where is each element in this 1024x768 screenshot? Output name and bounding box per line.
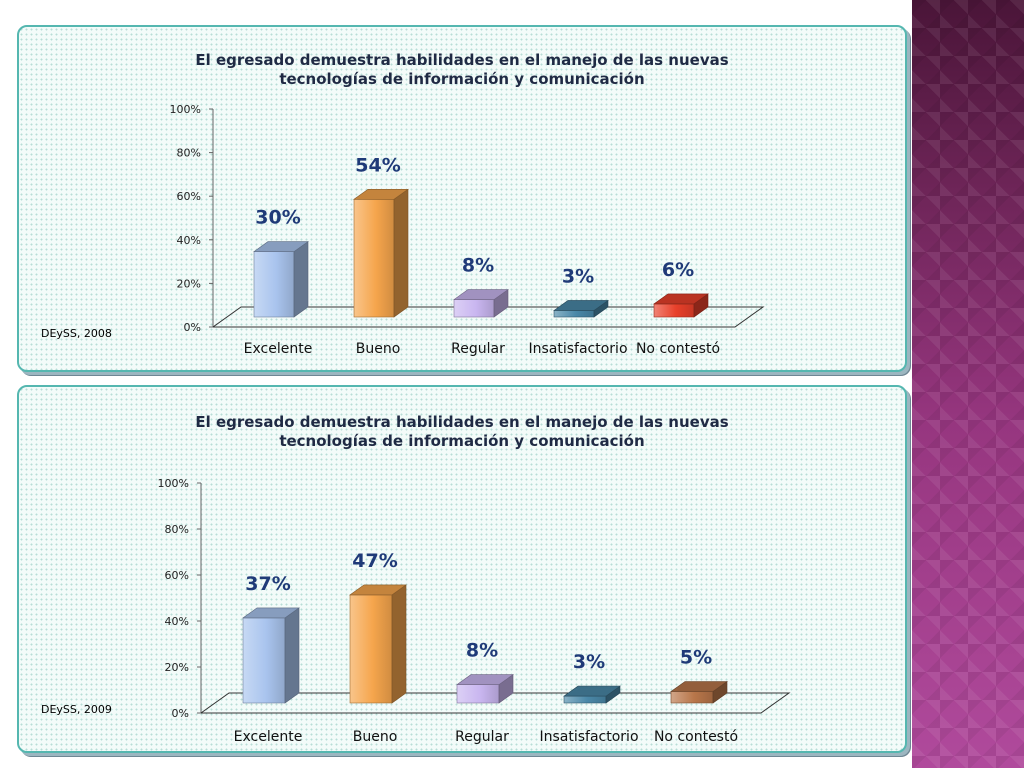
- bar-top: [453, 289, 509, 300]
- bar: [653, 293, 709, 318]
- bar: [563, 685, 621, 704]
- data-label: 37%: [245, 573, 290, 595]
- bar-side: [284, 607, 300, 704]
- bar: [242, 607, 300, 704]
- bar-top: [456, 674, 514, 685]
- category-label: Regular: [455, 729, 509, 745]
- data-label: 8%: [466, 640, 498, 662]
- bar-front: [349, 594, 393, 704]
- bar-top: [563, 685, 621, 697]
- chart-panel-2008: El egresado demuestra habilidades en el …: [17, 25, 907, 372]
- bar-front: [353, 198, 395, 318]
- category-label: Excelente: [244, 341, 313, 357]
- bar-top: [242, 607, 300, 619]
- data-label: 3%: [573, 651, 605, 673]
- source-label: DEySS, 2009: [41, 703, 112, 716]
- data-label: 6%: [662, 259, 694, 281]
- bar-front: [553, 310, 595, 318]
- bar-front: [453, 299, 495, 318]
- bar: [353, 188, 409, 318]
- category-label: Bueno: [353, 729, 398, 745]
- category-label: Insatisfactorio: [539, 729, 638, 745]
- y-tick-label: 40%: [165, 615, 189, 628]
- data-label: 47%: [352, 550, 397, 572]
- bar-top: [353, 188, 409, 200]
- y-tick-label: 20%: [165, 661, 189, 674]
- category-label: Insatisfactorio: [528, 341, 627, 357]
- y-tick-label: 0%: [172, 707, 189, 720]
- y-tick-label: 100%: [158, 477, 189, 490]
- chart-panel-2009: El egresado demuestra habilidades en el …: [17, 385, 907, 753]
- y-tick-label: 80%: [177, 147, 201, 160]
- y-tick-label: 60%: [165, 569, 189, 582]
- bar-side: [293, 241, 309, 318]
- bar-top: [653, 293, 709, 305]
- category-label: No contestó: [654, 729, 738, 745]
- bar-front: [456, 684, 500, 704]
- y-tick-label: 0%: [184, 321, 201, 334]
- category-label: No contestó: [636, 341, 720, 357]
- bar-chart-2008: 0% 20% 40% 60% 80% 100% 30% Excelente 54% Bueno 8%…: [170, 103, 765, 357]
- category-label: Regular: [451, 341, 505, 357]
- bar: [670, 680, 728, 704]
- category-label: Excelente: [234, 729, 303, 745]
- source-label: DEySS, 2008: [41, 327, 112, 340]
- bar-top: [553, 300, 609, 311]
- y-tick-label: 80%: [165, 523, 189, 536]
- y-tick-label: 60%: [177, 190, 201, 203]
- bar: [456, 674, 514, 704]
- y-tick-label: 40%: [177, 234, 201, 247]
- chart-title: El egresado demuestra habilidades en el …: [195, 51, 729, 88]
- y-tick-label: 100%: [170, 103, 201, 116]
- bar-top: [670, 681, 728, 692]
- bar-chart-2009: 0% 20% 40% 60% 80% 100% 37% Excelente 47% Bueno 8%…: [158, 477, 791, 745]
- bar-top: [349, 584, 407, 596]
- bar-front: [242, 617, 286, 704]
- bar: [553, 299, 609, 318]
- bar-front: [253, 251, 295, 318]
- category-label: Bueno: [356, 341, 401, 357]
- y-tick-label: 20%: [177, 277, 201, 290]
- chart-floor: [199, 692, 791, 714]
- decorative-sidebar: [912, 0, 1024, 768]
- bar: [253, 241, 309, 318]
- data-label: 5%: [680, 647, 712, 669]
- data-label: 54%: [355, 154, 400, 176]
- data-label: 3%: [562, 265, 594, 287]
- data-label: 30%: [255, 207, 300, 229]
- bar-side: [393, 188, 409, 318]
- bar-front: [670, 691, 714, 704]
- data-label: 8%: [462, 255, 494, 277]
- bar-front: [563, 695, 607, 704]
- bar: [349, 584, 407, 704]
- chart-title: El egresado demuestra habilidades en el …: [195, 413, 729, 450]
- bar-front: [653, 303, 695, 318]
- bar-side: [391, 584, 407, 704]
- chart-floor: [211, 306, 765, 328]
- bar-top: [253, 241, 309, 252]
- bar: [453, 288, 509, 318]
